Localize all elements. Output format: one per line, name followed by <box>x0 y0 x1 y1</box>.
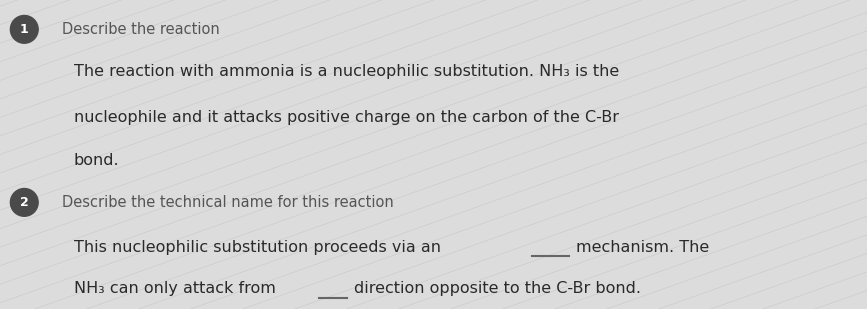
Text: 2: 2 <box>20 196 29 209</box>
Ellipse shape <box>10 188 38 216</box>
Text: This nucleophilic substitution proceeds via an: This nucleophilic substitution proceeds … <box>74 240 440 255</box>
Text: NH₃ can only attack from: NH₃ can only attack from <box>74 281 276 296</box>
Ellipse shape <box>10 15 38 43</box>
Text: mechanism. The: mechanism. The <box>576 240 709 255</box>
Text: direction opposite to the C-Br bond.: direction opposite to the C-Br bond. <box>354 281 641 296</box>
Text: 1: 1 <box>20 23 29 36</box>
Text: nucleophile and it attacks positive charge on the carbon of the C-Br: nucleophile and it attacks positive char… <box>74 110 619 125</box>
Text: Describe the technical name for this reaction: Describe the technical name for this rea… <box>62 195 394 210</box>
Text: Describe the reaction: Describe the reaction <box>62 22 220 37</box>
Text: The reaction with ammonia is a nucleophilic substitution. NH₃ is the: The reaction with ammonia is a nucleophi… <box>74 64 619 78</box>
Text: bond.: bond. <box>74 153 120 168</box>
